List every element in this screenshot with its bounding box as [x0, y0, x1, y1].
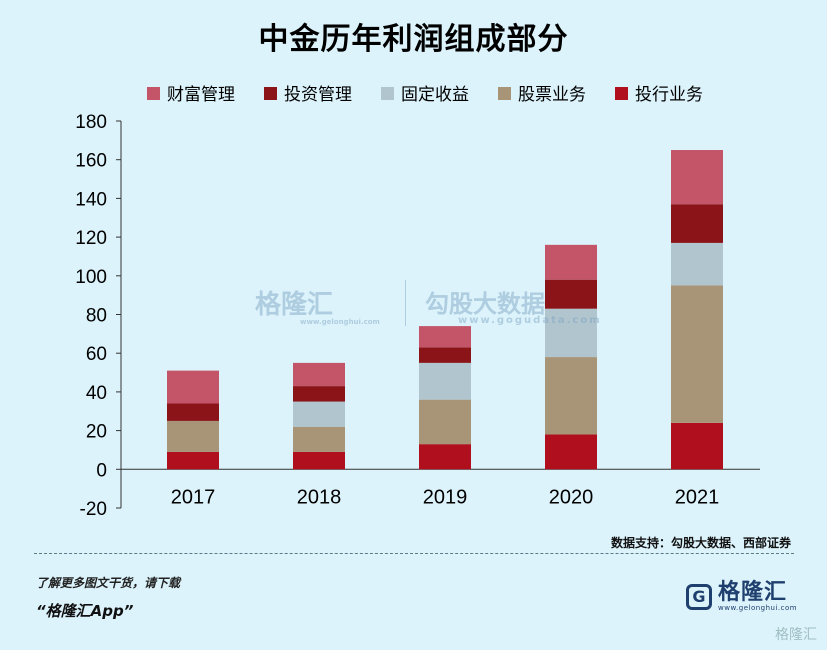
bar-segment-2017-3 — [167, 403, 219, 421]
legend-swatch — [498, 87, 511, 100]
x-tick-label: 2020 — [549, 486, 594, 508]
bar-segment-2017-1 — [167, 420, 219, 452]
legend-swatch — [381, 87, 394, 100]
bar-segment-2020-0 — [545, 434, 597, 470]
gelonghui-logo: G 格隆汇 www.gelonghui.com — [686, 582, 797, 612]
legend-label: 股票业务 — [518, 85, 586, 105]
y-tick-label: 100 — [75, 267, 107, 288]
bar-segment-2017-0 — [167, 451, 219, 470]
bar-segment-2018-0 — [293, 451, 345, 470]
x-tick-label: 2017 — [171, 486, 216, 508]
legend-label: 投资管理 — [284, 85, 352, 105]
x-tick-label: 2018 — [297, 486, 342, 508]
bar-segment-2021-3 — [671, 204, 723, 243]
bar-segment-2021-1 — [671, 285, 723, 423]
legend-label: 投行业务 — [635, 85, 703, 105]
y-tick-label: 160 — [75, 151, 107, 172]
legend-label: 固定收益 — [401, 85, 469, 105]
logo-name: 格隆汇 — [718, 580, 788, 605]
bar-segment-2018-4 — [293, 362, 345, 387]
y-tick-label: 20 — [86, 422, 107, 443]
bar-segment-2018-3 — [293, 386, 345, 402]
bar-segment-2019-2 — [419, 362, 471, 400]
bar-segment-2019-1 — [419, 399, 471, 445]
bars — [167, 150, 723, 470]
legend-swatch — [147, 87, 160, 100]
logo-g-icon: G — [686, 584, 712, 610]
y-tick-label: 40 — [86, 383, 107, 404]
bar-segment-2019-0 — [419, 444, 471, 470]
stacked-bar-chart: 财富管理 投资管理 固定收益 股票业务 投行业务 -20 0 20 40 60 80 100 120 1… — [75, 85, 760, 520]
logo-url: www.gelonghui.com — [718, 604, 798, 612]
x-tick-label: 2019 — [423, 486, 468, 508]
watermark-divider — [405, 280, 406, 326]
bar-segment-2020-3 — [545, 279, 597, 309]
y-tick-label: 60 — [86, 344, 107, 365]
y-tick-label: 120 — [75, 228, 107, 249]
x-axis-labels: 2017 2018 2019 2020 2021 — [171, 486, 720, 508]
y-tick-label: -20 — [80, 499, 107, 520]
footer-divider — [34, 553, 794, 554]
bar-segment-2018-2 — [293, 401, 345, 427]
legend-swatch — [615, 87, 628, 100]
bar-segment-2020-1 — [545, 357, 597, 435]
bar-segment-2019-3 — [419, 347, 471, 363]
legend: 财富管理 投资管理 固定收益 股票业务 投行业务 — [147, 85, 703, 105]
bar-segment-2017-4 — [167, 370, 219, 404]
chart-title: 中金历年利润组成部分 — [258, 22, 569, 57]
bar-segment-2021-0 — [671, 422, 723, 470]
bar-segment-2021-2 — [671, 242, 723, 286]
download-prompt: 了解更多图文干货，请下载 — [36, 576, 181, 590]
y-axis: -20 0 20 40 60 80 100 120 140 160 180 — [75, 112, 760, 520]
bar-segment-2018-1 — [293, 426, 345, 452]
app-name: “格隆汇App” — [36, 602, 134, 620]
bar-segment-2021-4 — [671, 150, 723, 205]
y-tick-label: 140 — [75, 189, 107, 210]
bar-segment-2020-2 — [545, 308, 597, 358]
y-tick-label: 0 — [96, 460, 107, 481]
y-tick-label: 180 — [75, 112, 107, 133]
corner-watermark: 格隆汇 — [775, 627, 817, 643]
bar-segment-2020-4 — [545, 244, 597, 280]
legend-swatch — [264, 87, 277, 100]
y-tick-label: 80 — [86, 306, 107, 327]
data-source: 数据支持：勾股大数据、西部证券 — [610, 536, 791, 550]
bar-segment-2019-4 — [419, 326, 471, 348]
legend-label: 财富管理 — [167, 85, 235, 105]
x-tick-label: 2021 — [675, 486, 720, 508]
